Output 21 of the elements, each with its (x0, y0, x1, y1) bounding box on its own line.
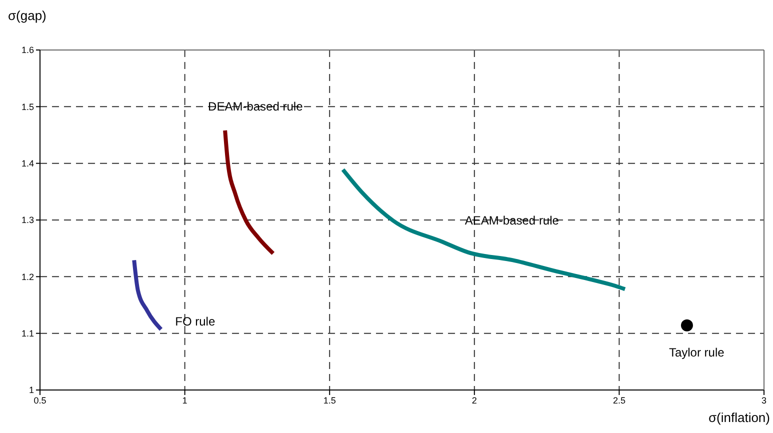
x-tick-label: 0.5 (34, 395, 46, 406)
line-series (223, 128, 276, 256)
y-tick-label: 1 (28, 385, 34, 396)
series-label: DEAM-based rule (208, 100, 304, 114)
series-label: FO rule (175, 314, 216, 328)
y-tick-label: 1.1 (21, 328, 34, 339)
x-tick-label: 2.5 (612, 395, 626, 406)
y-tick-label: 1.3 (21, 215, 34, 226)
y-tick-label: 1.6 (21, 45, 34, 56)
x-tick-label: 1.5 (323, 395, 336, 406)
x-tick-label: 3 (761, 395, 767, 406)
y-axis-title: σ(gap) (8, 8, 46, 23)
x-tick-label: 2 (472, 395, 477, 406)
line-series (340, 168, 627, 292)
y-tick-label: 1.2 (21, 272, 34, 282)
y-tick-label: 1.5 (21, 102, 34, 112)
series-label: Taylor rule (668, 346, 725, 360)
x-tick-label: 1 (182, 395, 188, 406)
x-axis-title: σ(inflation) (708, 410, 770, 425)
line-series (132, 258, 164, 332)
y-tick-label: 1.4 (21, 158, 34, 169)
